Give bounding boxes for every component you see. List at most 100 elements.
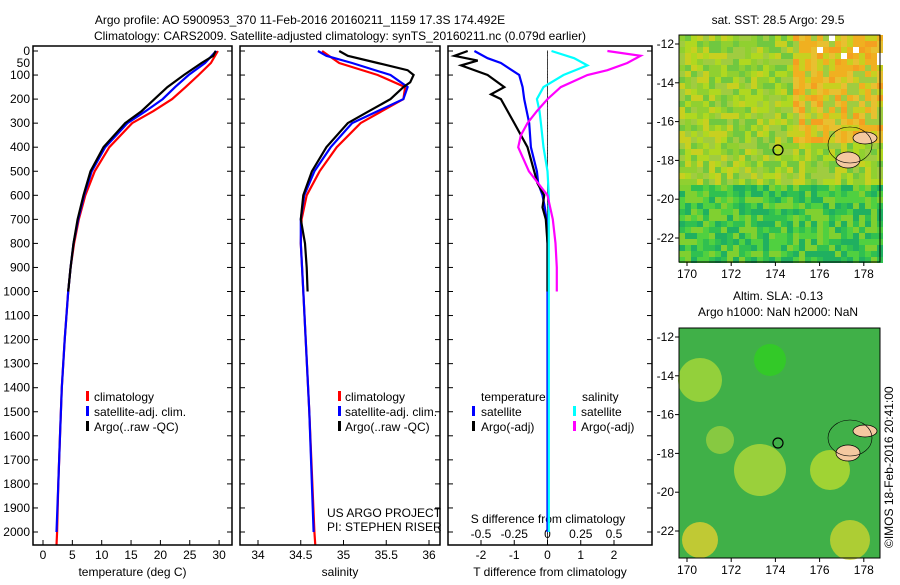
sst-cell [745, 113, 751, 119]
sst-cell [721, 143, 727, 149]
sst-cell [733, 53, 739, 59]
sst-cell [775, 125, 781, 131]
sst-cell [703, 185, 709, 191]
sst-cell [787, 173, 793, 179]
sst-cell [733, 239, 739, 245]
sst-cell [739, 149, 745, 155]
sst-cell [685, 239, 691, 245]
sst-cell [751, 59, 757, 65]
sst-cell [835, 107, 841, 113]
sst-cell [787, 125, 793, 131]
sst-cell [691, 47, 697, 53]
sst-cell [817, 257, 823, 263]
sst-cell [805, 233, 811, 239]
sst-cell [763, 215, 769, 221]
sst-cell [793, 185, 799, 191]
zero-dotted-line [547, 150, 548, 152]
zero-dotted-line [547, 131, 548, 133]
zero-dotted-line [547, 61, 548, 63]
sst-cell [751, 215, 757, 221]
legend-label: climatology [94, 390, 154, 404]
sst-cell [859, 59, 865, 65]
lon-tick-label: 172 [721, 267, 741, 281]
sst-cell [859, 101, 865, 107]
sst-cell [865, 47, 871, 53]
y-tick-label: 0 [23, 44, 30, 58]
sst-cell [733, 113, 739, 119]
sst-cell [751, 155, 757, 161]
sst-cell [805, 113, 811, 119]
sst-cell [829, 155, 835, 161]
sst-cell [799, 209, 805, 215]
sst-cell [685, 65, 691, 71]
sst-cell [823, 203, 829, 209]
sst-cell [775, 155, 781, 161]
sst-cell [769, 221, 775, 227]
sst-cell [799, 35, 805, 41]
sst-cell [871, 251, 877, 257]
sst-cell [847, 179, 853, 185]
zero-dotted-line [547, 135, 548, 137]
sst-cell [679, 185, 685, 191]
sst-cell [775, 89, 781, 95]
zero-dotted-line [547, 141, 548, 143]
x-tick-label: 15 [124, 548, 138, 562]
sst-cell [823, 125, 829, 131]
sst-cell [823, 155, 829, 161]
sst-cell [703, 173, 709, 179]
sst-cell [841, 251, 847, 257]
sst-cell [859, 227, 865, 233]
sst-cell [829, 119, 835, 125]
x-axis-label: temperature (deg C) [78, 565, 186, 579]
sst-cell [871, 35, 877, 41]
sst-cell [721, 47, 727, 53]
sst-cell [799, 47, 805, 53]
sst-cell [703, 119, 709, 125]
sst-cell [751, 77, 757, 83]
sst-cell [685, 233, 691, 239]
zero-dotted-line [547, 109, 548, 111]
s-tick-label: -0.25 [501, 527, 529, 541]
sst-cell [781, 155, 787, 161]
sst-cell [799, 227, 805, 233]
sst-cell [871, 161, 877, 167]
zero-dotted-line [547, 56, 548, 58]
sst-cell [763, 251, 769, 257]
sst-cell [727, 113, 733, 119]
sst-cell [727, 83, 733, 89]
zero-dotted-line [547, 68, 548, 70]
sst-cell [841, 239, 847, 245]
zero-dotted-line [547, 534, 548, 536]
sst-cell [739, 227, 745, 233]
sst-cell [817, 239, 823, 245]
sst-cell [757, 77, 763, 83]
zero-dotted-line [547, 146, 548, 148]
sst-cell [715, 215, 721, 221]
sst-cell [775, 161, 781, 167]
sst-cell [697, 239, 703, 245]
sst-cell [853, 179, 859, 185]
sst-cell [721, 155, 727, 161]
sst-cell [745, 191, 751, 197]
sst-cell [691, 167, 697, 173]
sst-cell [709, 215, 715, 221]
lon-tick-label: 170 [677, 563, 697, 577]
sst-cell [781, 221, 787, 227]
sst-cell [745, 119, 751, 125]
sst-cell [727, 155, 733, 161]
sst-cell [817, 107, 823, 113]
sst-cell [715, 197, 721, 203]
sst-cell [769, 185, 775, 191]
sst-cell [751, 143, 757, 149]
sst-cell [751, 257, 757, 263]
sst-cell [763, 119, 769, 125]
sst-cell [865, 119, 871, 125]
sst-cell [769, 173, 775, 179]
sst-cell [799, 95, 805, 101]
sst-cell [841, 101, 847, 107]
sst-cell [721, 233, 727, 239]
sst-cell [781, 113, 787, 119]
sst-cell [715, 191, 721, 197]
sst-cell [799, 125, 805, 131]
sst-cell [757, 191, 763, 197]
